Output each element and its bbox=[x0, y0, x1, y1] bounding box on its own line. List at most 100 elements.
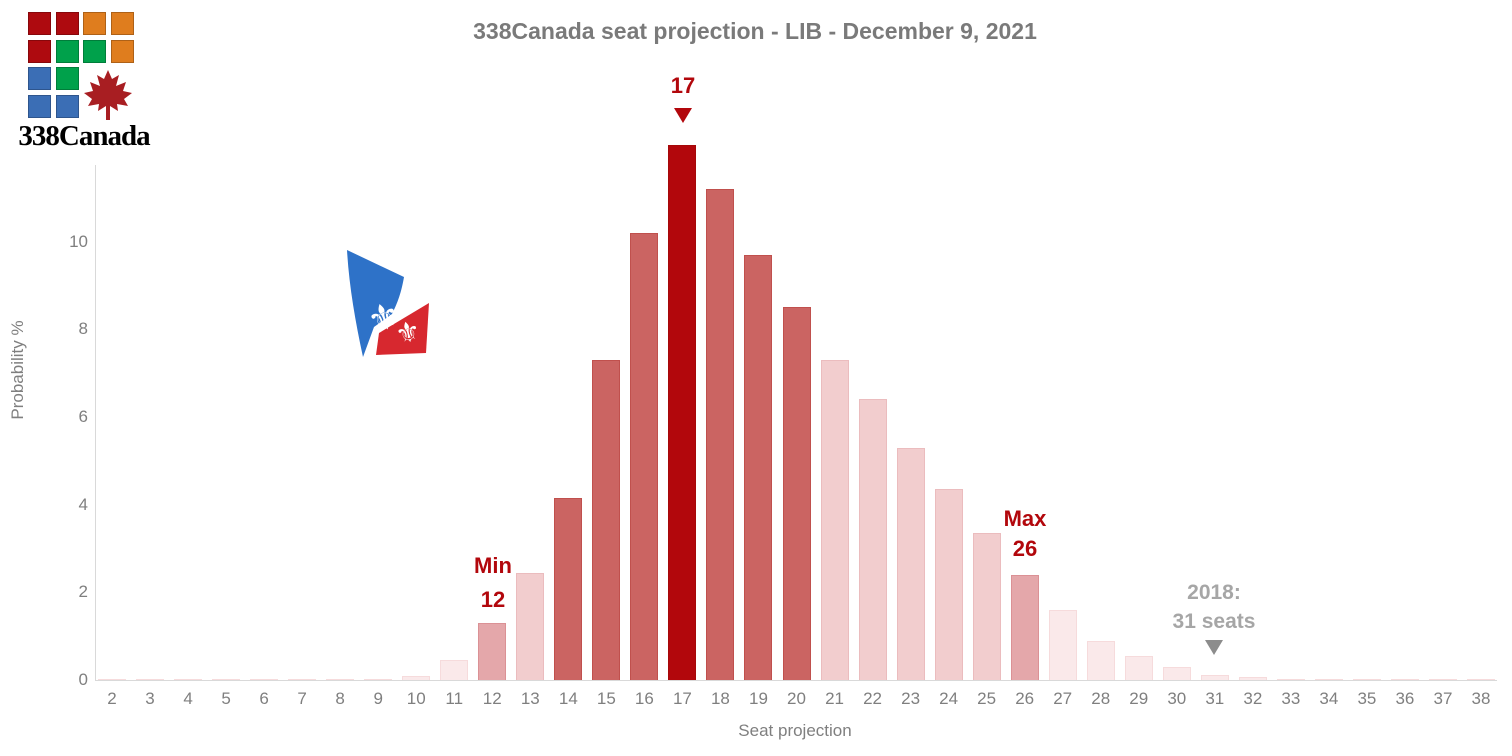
x-tick-label-12: 12 bbox=[482, 689, 502, 708]
x-tick-label-14: 14 bbox=[558, 689, 578, 708]
bar-seat-24 bbox=[934, 489, 963, 680]
logo-square-blue bbox=[28, 67, 51, 90]
x-tick-label-2: 2 bbox=[107, 689, 117, 708]
y-tick-label-4: 4 bbox=[78, 494, 88, 514]
x-tick-label-21: 21 bbox=[825, 689, 844, 708]
annotation-2018-label: 2018: bbox=[1187, 581, 1241, 604]
bar-seat-20 bbox=[782, 307, 811, 680]
bar-seat-19 bbox=[744, 254, 773, 680]
logo-square-orange bbox=[110, 12, 134, 35]
x-tick-label-7: 7 bbox=[297, 689, 307, 708]
bar-seat-31 bbox=[1200, 674, 1229, 680]
y-tick-label-8: 8 bbox=[78, 319, 88, 339]
x-tick-label-15: 15 bbox=[596, 689, 616, 708]
y-tick-label-2: 2 bbox=[78, 582, 88, 602]
bar-seat-28 bbox=[1086, 640, 1115, 680]
bar-seat-8 bbox=[326, 679, 355, 680]
x-tick-label-8: 8 bbox=[335, 689, 345, 708]
annotation-min-label: Min bbox=[474, 553, 512, 578]
annotation-median-seats: 17 bbox=[671, 73, 695, 99]
logo-square-blue bbox=[28, 94, 51, 118]
annotation-2018-value: 31 seats bbox=[1172, 610, 1256, 633]
x-tick-label-29: 29 bbox=[1129, 689, 1149, 708]
annotation-2018-result: 2018: 31 seats bbox=[1173, 578, 1256, 636]
bar-seat-5 bbox=[212, 679, 241, 680]
x-tick-label-23: 23 bbox=[901, 689, 921, 708]
y-tick-label-6: 6 bbox=[78, 406, 88, 426]
median-arrow-down-icon bbox=[674, 108, 692, 123]
x-tick-label-25: 25 bbox=[977, 689, 997, 708]
bar-seat-15 bbox=[592, 359, 621, 680]
logo-square-red bbox=[28, 39, 51, 63]
logo-square-green bbox=[83, 39, 106, 63]
bar-seat-27 bbox=[1048, 609, 1077, 680]
x-tick-label-37: 37 bbox=[1433, 689, 1453, 708]
bar-seat-17 bbox=[668, 145, 697, 680]
x-tick-label-24: 24 bbox=[939, 689, 959, 708]
logo-square-blue bbox=[55, 94, 79, 118]
annotation-min-value: 12 bbox=[480, 587, 506, 612]
annotation-max-value: 26 bbox=[1012, 536, 1038, 561]
bar-seat-25 bbox=[972, 533, 1001, 680]
logo-square-red bbox=[28, 12, 51, 35]
x-tick-label-19: 19 bbox=[749, 689, 768, 708]
annotation-min-seats: Min 12 bbox=[474, 549, 512, 617]
logo-square-red bbox=[55, 12, 79, 35]
x-tick-label-18: 18 bbox=[710, 689, 730, 708]
2018-arrow-down-icon bbox=[1205, 640, 1223, 655]
x-tick-label-4: 4 bbox=[183, 689, 193, 708]
quebec-flag-logo: ⚜ ⚜ bbox=[347, 250, 429, 357]
x-tick-label-38: 38 bbox=[1471, 689, 1491, 708]
y-axis-line bbox=[95, 165, 96, 680]
bar-seat-30 bbox=[1162, 666, 1191, 680]
annotation-max-label: Max bbox=[1003, 506, 1047, 531]
x-tick-label-30: 30 bbox=[1167, 689, 1187, 708]
x-tick-label-31: 31 bbox=[1205, 689, 1225, 708]
x-tick-label-10: 10 bbox=[406, 689, 426, 708]
x-tick-label-13: 13 bbox=[520, 689, 540, 708]
x-tick-label-32: 32 bbox=[1243, 689, 1263, 708]
x-tick-label-26: 26 bbox=[1015, 689, 1035, 708]
logo-square-orange bbox=[83, 12, 106, 35]
bar-seat-38 bbox=[1467, 679, 1495, 680]
annotation-max-seats: Max 26 bbox=[1004, 504, 1047, 564]
bar-seat-14 bbox=[554, 498, 583, 680]
bar-seat-16 bbox=[630, 232, 659, 680]
quebec-flag-blue-panel bbox=[347, 250, 404, 357]
bar-seat-37 bbox=[1428, 679, 1457, 680]
bar-seat-2 bbox=[98, 679, 126, 680]
x-axis-line bbox=[95, 680, 1497, 681]
bar-seat-4 bbox=[174, 679, 203, 680]
x-tick-label-6: 6 bbox=[259, 689, 269, 708]
bar-seat-32 bbox=[1238, 677, 1267, 680]
bar-seat-18 bbox=[706, 188, 735, 680]
bar-seat-34 bbox=[1314, 679, 1343, 680]
maple-leaf-icon bbox=[84, 70, 132, 120]
logo-square-green bbox=[55, 67, 79, 90]
bar-seat-33 bbox=[1276, 679, 1305, 680]
x-tick-label-28: 28 bbox=[1091, 689, 1111, 708]
x-tick-label-34: 34 bbox=[1319, 689, 1339, 708]
bar-seat-35 bbox=[1352, 679, 1381, 680]
x-axis-title: Seat projection bbox=[738, 721, 852, 740]
brand-name: 338Canada bbox=[18, 120, 150, 152]
x-tick-label-20: 20 bbox=[787, 689, 806, 708]
bar-seat-10 bbox=[402, 675, 431, 680]
bar-seat-11 bbox=[440, 660, 469, 680]
bar-seat-3 bbox=[136, 679, 165, 680]
quebec-flag-red-panel bbox=[376, 303, 429, 355]
x-tick-label-5: 5 bbox=[221, 689, 231, 708]
bar-seat-7 bbox=[288, 679, 317, 680]
bar-seat-12 bbox=[478, 622, 507, 680]
bar-seat-6 bbox=[250, 679, 279, 680]
logo-square-orange bbox=[110, 39, 134, 63]
x-tick-label-22: 22 bbox=[863, 689, 883, 708]
y-tick-label-0: 0 bbox=[78, 670, 88, 689]
bar-seat-29 bbox=[1124, 655, 1153, 680]
annotation-median-value: 17 bbox=[670, 73, 696, 98]
bar-seat-22 bbox=[858, 399, 887, 680]
x-tick-label-35: 35 bbox=[1357, 689, 1377, 708]
x-tick-label-17: 17 bbox=[672, 689, 692, 708]
bar-seat-23 bbox=[896, 447, 925, 680]
